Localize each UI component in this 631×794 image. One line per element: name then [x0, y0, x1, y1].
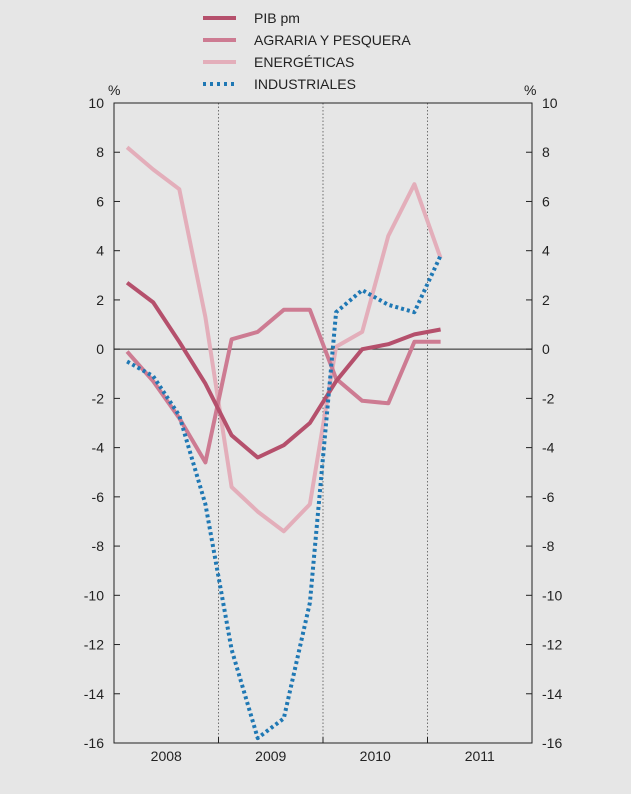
y-tick-label-left: -14	[84, 686, 104, 702]
x-tick-label: 2009	[255, 748, 286, 764]
y-unit-right: %	[524, 82, 536, 98]
y-tick-label-right: 4	[542, 243, 550, 259]
series-line-0	[125, 281, 441, 460]
series-line-2	[125, 145, 443, 534]
y-tick-label-left: -8	[92, 538, 105, 554]
axes: 10 10 8 8 6 6 4 4 2 2 0 0 -2 -2 -4 -4 -6 -6 -8 -8 -10 -10 -12 -…	[84, 82, 563, 764]
y-tick-label-right: 2	[542, 292, 550, 308]
y-tick-label-right: -8	[542, 538, 555, 554]
y-tick-label-left: -12	[84, 637, 104, 653]
y-tick-label-left: -16	[84, 735, 104, 751]
series-lines	[125, 145, 443, 741]
y-tick-label-right: -10	[542, 587, 562, 603]
y-tick-label-left: 2	[96, 292, 104, 308]
y-unit-left: %	[108, 82, 120, 98]
y-tick-label-left: 10	[88, 95, 104, 111]
y-tick-label-left: -2	[92, 390, 105, 406]
legend-label-3: INDUSTRIALES	[254, 76, 356, 92]
y-tick-label-right: 6	[542, 193, 550, 209]
y-tick-label-right: -12	[542, 637, 562, 653]
y-tick-label-left: 6	[96, 193, 104, 209]
legend: PIB pm AGRARIA Y PESQUERA ENERGÉTICAS INDUS…	[203, 10, 411, 92]
y-tick-label-right: -14	[542, 686, 562, 702]
legend-label-1: AGRARIA Y PESQUERA	[254, 32, 411, 48]
y-tick-label-left: -6	[92, 489, 105, 505]
y-tick-label-left: 8	[96, 144, 104, 160]
x-tick-label: 2008	[151, 748, 182, 764]
series-line-3	[126, 254, 443, 741]
y-tick-label-right: 0	[542, 341, 550, 357]
x-tick-label: 2010	[360, 748, 391, 764]
legend-label-0: PIB pm	[254, 10, 300, 26]
x-tick-label: 2011	[465, 748, 495, 764]
y-tick-label-left: 4	[96, 243, 104, 259]
y-tick-label-left: -4	[92, 440, 105, 456]
legend-label-2: ENERGÉTICAS	[254, 54, 354, 70]
y-tick-label-left: 0	[96, 341, 104, 357]
y-tick-label-right: -16	[542, 735, 562, 751]
y-tick-label-right: -4	[542, 440, 555, 456]
y-tick-label-right: 8	[542, 144, 550, 160]
y-tick-label-right: 10	[542, 95, 558, 111]
y-tick-label-right: -6	[542, 489, 555, 505]
y-tick-label-left: -10	[84, 587, 104, 603]
y-tick-label-right: -2	[542, 390, 555, 406]
